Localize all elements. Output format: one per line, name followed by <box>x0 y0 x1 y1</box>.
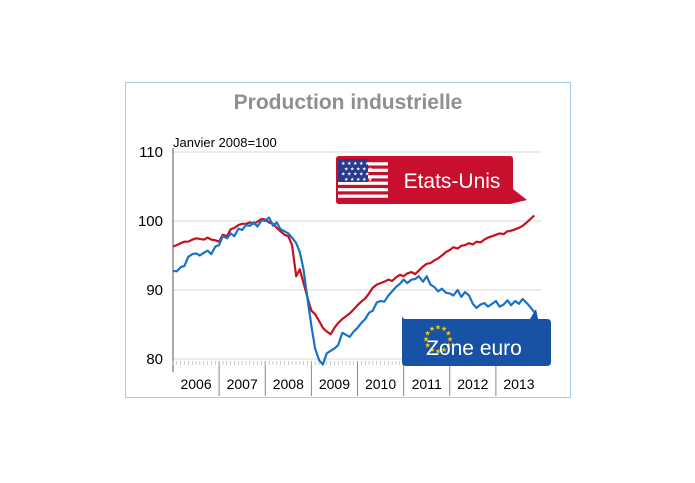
y-tick-label: 90 <box>146 282 163 299</box>
us-flag-stripe <box>338 191 388 195</box>
chart-frame: Production industrielle 80 90 100 110 Janvie… <box>125 82 571 398</box>
us-flag-stripe <box>338 194 388 198</box>
us-flag-icon: ★ ★ ★ ★ ★★ ★ ★ ★ ★★ ★ ★ ★ ★★ ★ ★ ★ ★ <box>338 159 388 202</box>
us-callout-label: Etats-Unis <box>404 170 501 193</box>
us-flag-stripe <box>338 188 388 192</box>
eu-flag-star: ★ <box>445 330 451 338</box>
euro-callout-spacer <box>391 310 399 319</box>
eu-flag-star: ★ <box>447 336 453 344</box>
us-flag-star: ★ <box>353 172 358 178</box>
us-flag-stripe <box>338 181 388 186</box>
eu-flag-star: ★ <box>441 325 447 333</box>
eu-flag-star: ★ <box>424 342 430 350</box>
x-tick-label: 2010 <box>365 376 396 392</box>
us-flag-star: ★ <box>344 166 349 172</box>
x-tick-label: 2009 <box>319 376 350 392</box>
euro-series-line <box>172 216 540 366</box>
y-tick-label: 80 <box>146 351 163 368</box>
us-flag-star: ★ <box>350 166 355 172</box>
x-tick-label: 2011 <box>412 376 442 392</box>
euro-callout-label: Zone euro <box>426 337 522 360</box>
chart-title: Production industrielle <box>233 91 463 114</box>
x-tick-label: 2006 <box>180 376 211 392</box>
euro-callout-bubble <box>402 309 551 366</box>
y-tick-label: 110 <box>139 144 163 161</box>
us-flag-star: ★ <box>347 161 352 167</box>
eu-flag-star: ★ <box>423 336 429 344</box>
us-flag-star: ★ <box>341 161 346 167</box>
us-flag-canton <box>338 159 368 182</box>
us-flag-star: ★ <box>347 172 352 178</box>
us-flag-star: ★ <box>368 166 373 172</box>
line-chart: 80 90 100 110 Janvier 2008=100 2006 2007 2008 20… <box>138 135 551 396</box>
us-flag-star: ★ <box>356 166 361 172</box>
x-tick-label: 2007 <box>227 376 258 392</box>
eu-flag-icon: ★★★★★★★★★ ★ ★★ <box>423 324 453 356</box>
eu-flag-star: ★ <box>441 346 447 354</box>
x-tick-label: 2012 <box>457 376 488 392</box>
eu-flag-star: ★ <box>429 325 435 333</box>
us-flag-star: ★ <box>359 172 364 178</box>
us-flag-star: ★ <box>359 161 364 167</box>
us-flag-star: ★ <box>365 172 370 178</box>
us-flag-star: ★ <box>356 177 361 183</box>
eu-flag-star: ★ <box>429 346 435 354</box>
eu-flag-star: ★ <box>435 348 441 356</box>
eu-flag-star: ★ <box>435 324 441 332</box>
us-flag-star: ★ <box>341 172 346 178</box>
us-flag-star: ★ <box>353 161 358 167</box>
us-flag-star: ★ <box>368 177 373 183</box>
us-flag-star: ★ <box>350 177 355 183</box>
x-tick-label: 2008 <box>273 376 304 392</box>
eu-flag-star: ★ <box>445 342 451 350</box>
euro-callout: ★★★★★★★★★ ★ ★★Zone euro <box>391 309 551 366</box>
us-flag-star: ★ <box>344 177 349 183</box>
us-callout: ★ ★ ★ ★ ★★ ★ ★ ★ ★★ ★ ★ ★ ★★ ★ ★ ★ ★ Etats-Unis <box>336 156 527 204</box>
us-series-line <box>172 214 535 336</box>
us-flag-stripe <box>338 197 388 202</box>
us-flag-stripe <box>338 184 388 189</box>
x-tick-label: 2013 <box>503 376 534 392</box>
y-tick-label: 100 <box>138 213 163 230</box>
us-flag-star: ★ <box>362 166 367 172</box>
eu-flag-star: ★ <box>424 330 430 338</box>
us-flag-star: ★ <box>365 161 370 167</box>
chart-subtitle: Janvier 2008=100 <box>173 135 277 150</box>
us-flag-star: ★ <box>362 177 367 183</box>
